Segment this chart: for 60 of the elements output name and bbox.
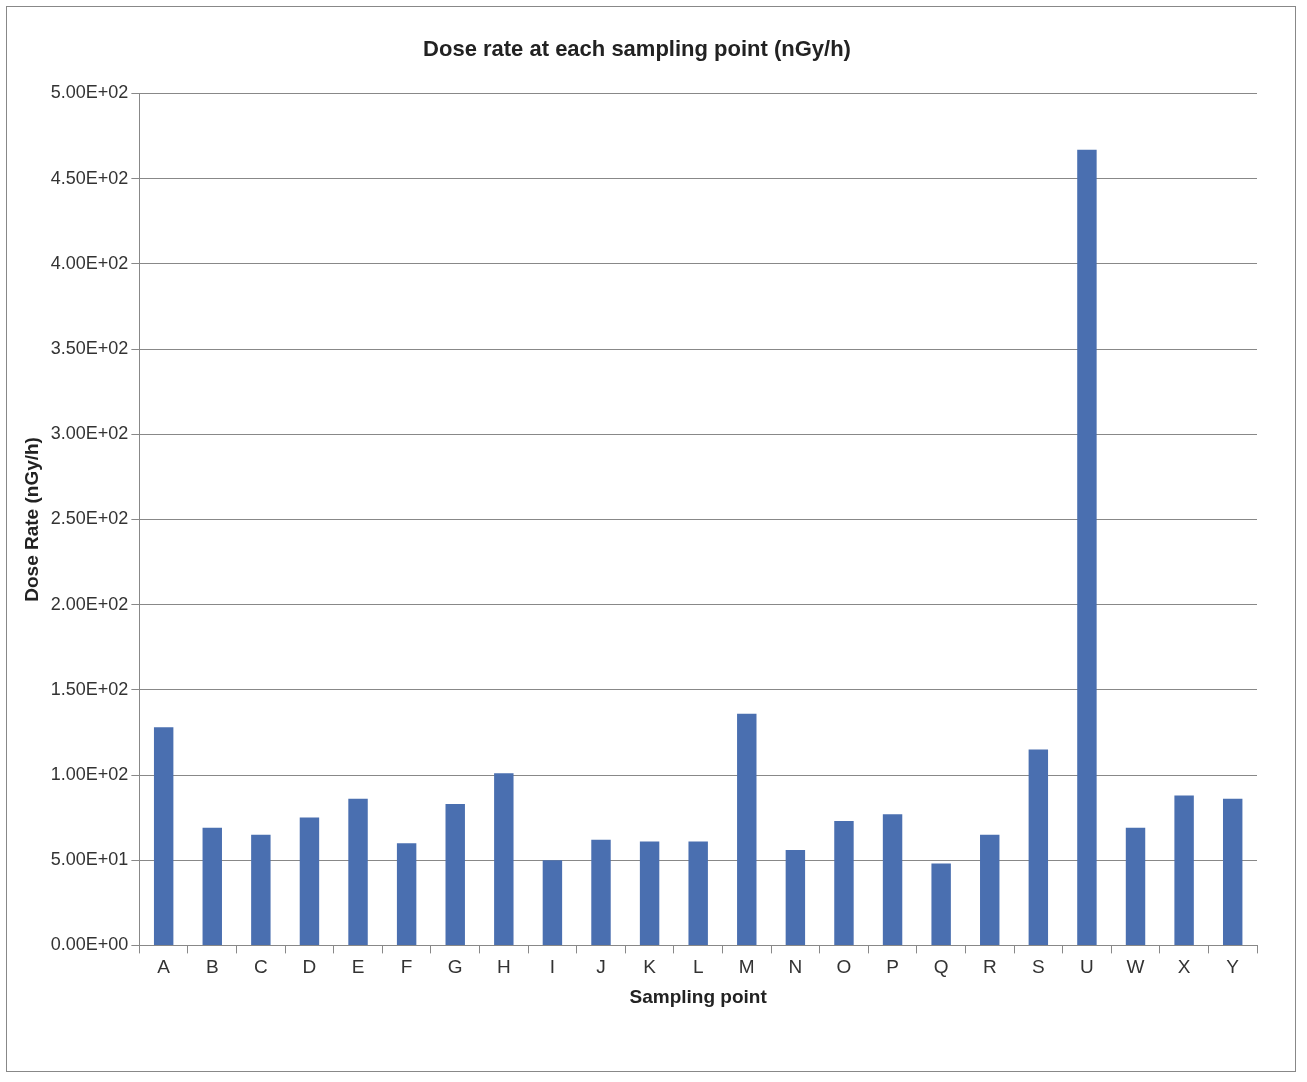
- bar: [494, 773, 514, 945]
- x-tick-label: P: [886, 956, 899, 978]
- y-tick-label: 2.00E+02: [50, 593, 129, 614]
- x-tick-label: U: [1080, 956, 1094, 978]
- bar: [542, 860, 563, 945]
- bar: [834, 821, 854, 945]
- bar: [1077, 149, 1097, 945]
- bar: [445, 803, 465, 945]
- y-tick-label: 3.00E+02: [50, 423, 129, 444]
- x-tick-label: M: [738, 956, 755, 978]
- bar: [1125, 827, 1146, 945]
- y-tick-label: 5.00E+02: [50, 82, 129, 103]
- bar: [348, 798, 368, 945]
- bar: [737, 713, 757, 945]
- x-tick-label: F: [400, 956, 413, 978]
- x-tick-label: C: [253, 956, 268, 978]
- x-tick-label: Q: [933, 956, 949, 978]
- y-tick-label: 4.50E+02: [50, 167, 129, 188]
- x-tick-label: E: [351, 956, 365, 978]
- y-tick-label: 4.00E+02: [50, 252, 129, 273]
- x-tick-label: J: [596, 956, 606, 978]
- bar: [251, 834, 271, 945]
- x-tick-label: N: [788, 956, 803, 978]
- x-tick-label: A: [157, 956, 171, 978]
- chart-title: Dose rate at each sampling point (nGy/h): [423, 36, 851, 62]
- x-tick-label: K: [643, 956, 657, 978]
- bar: [980, 834, 1000, 945]
- bar: [591, 839, 611, 945]
- x-tick-label: Y: [1226, 956, 1240, 978]
- bar: [299, 817, 320, 945]
- y-tick-label: 3.50E+02: [50, 337, 129, 358]
- x-tick-label: G: [447, 956, 463, 978]
- y-axis-title: Dose Rate (nGy/h): [20, 437, 42, 602]
- bar: [882, 814, 903, 945]
- y-tick-label: 0.00E+00: [50, 934, 129, 955]
- bar: [153, 727, 174, 945]
- x-axis-title: Sampling point: [629, 985, 768, 1007]
- x-tick-label: H: [496, 956, 511, 978]
- bar: [202, 827, 222, 945]
- bar: [1028, 749, 1049, 945]
- x-tick-label: I: [549, 956, 556, 978]
- x-tick-label: D: [302, 956, 317, 978]
- bar: [785, 849, 806, 945]
- y-tick-label: 1.50E+02: [50, 678, 129, 699]
- bar: [639, 841, 660, 945]
- y-tick-label: 2.50E+02: [50, 508, 129, 529]
- y-tick-label: 5.00E+01: [50, 849, 129, 870]
- bar: [931, 863, 951, 945]
- bar: [1222, 798, 1243, 945]
- bar: [396, 843, 417, 945]
- x-tick-label: L: [692, 956, 704, 978]
- bar: [688, 841, 708, 945]
- x-tick-label: S: [1031, 956, 1045, 978]
- bar: [1174, 795, 1194, 945]
- y-tick-label: 1.00E+02: [50, 763, 129, 784]
- x-tick-label: R: [982, 956, 997, 978]
- x-tick-label: O: [836, 956, 852, 978]
- x-tick-label: X: [1177, 956, 1191, 978]
- x-tick-label: B: [205, 956, 219, 978]
- x-tick-label: W: [1126, 956, 1145, 978]
